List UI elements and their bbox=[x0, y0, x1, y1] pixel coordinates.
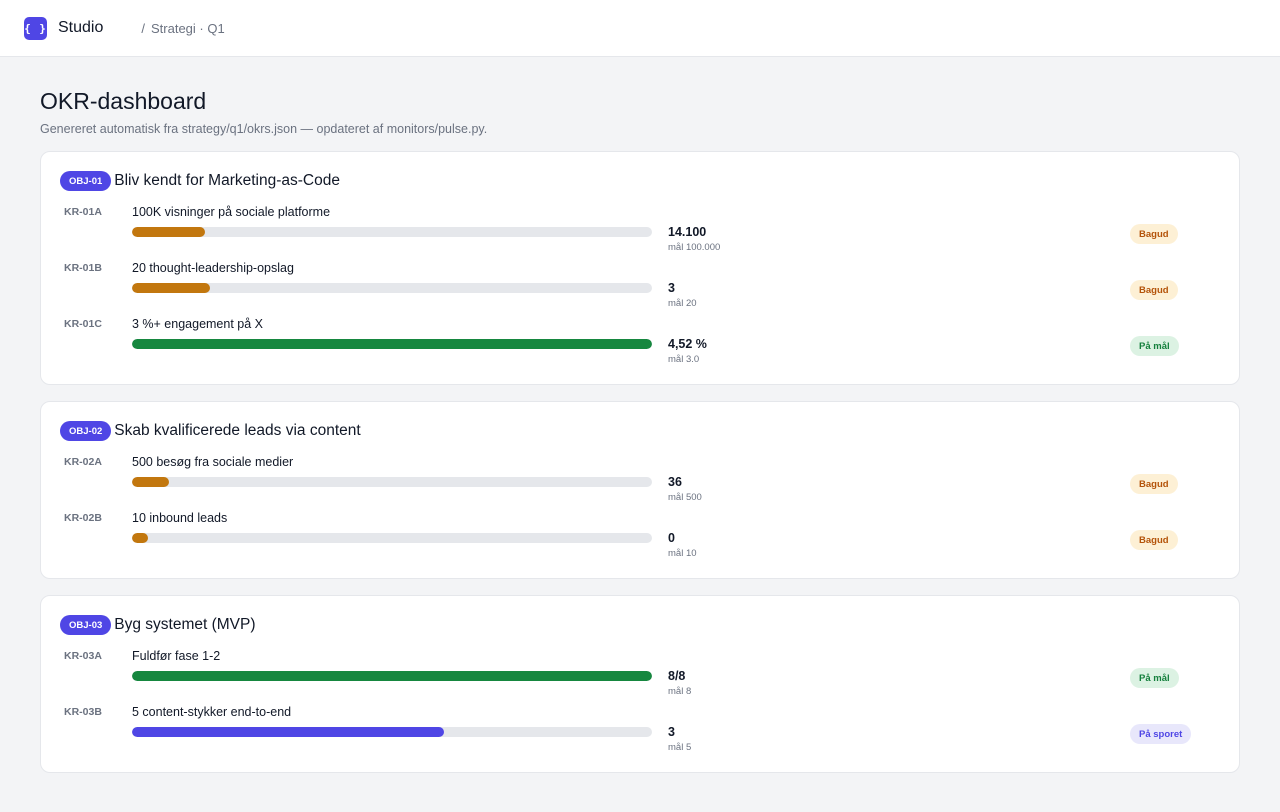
key-result-row: KR-01C 3 %+ engagement på X 4,52 % mål 3.0 P… bbox=[60, 316, 1220, 372]
objective-title: Bliv kendt for Marketing-as-Code bbox=[114, 172, 340, 189]
key-result-id: KR-03B bbox=[64, 706, 102, 718]
key-result-row: KR-03B 5 content-stykker end-to-end 3 mål 5… bbox=[60, 704, 1220, 760]
key-result-target: mål 20 bbox=[668, 298, 697, 309]
top-bar: { } Studio / Strategi · Q1 bbox=[0, 0, 1280, 57]
studio-logo-icon[interactable]: { } bbox=[24, 16, 47, 40]
objective-header: OBJ-03 Byg systemet (MVP) bbox=[60, 614, 1220, 636]
status-badge: På sporet bbox=[1130, 724, 1192, 744]
progress-track bbox=[132, 283, 652, 293]
key-result-value: 14.100 bbox=[668, 225, 707, 239]
key-result-label: 20 thought-leadership-opslag bbox=[132, 261, 294, 275]
progress-fill bbox=[132, 283, 210, 293]
key-results-list: KR-02A 500 besøg fra sociale medier 36 mål … bbox=[60, 454, 1220, 566]
app-name[interactable]: Studio bbox=[58, 19, 104, 36]
progress-track bbox=[132, 227, 652, 237]
page-subtitle: Genereret automatisk fra strategy/q1/okr… bbox=[40, 122, 488, 136]
objective-badge: OBJ-03 bbox=[60, 615, 112, 635]
objective-card: OBJ-03 Byg systemet (MVP) KR-03A Fuldfør fa… bbox=[40, 595, 1240, 773]
key-result-label: 100K visninger på sociale platforme bbox=[132, 205, 331, 219]
progress-track bbox=[132, 477, 652, 487]
key-result-target: mål 3.0 bbox=[668, 354, 700, 365]
progress-fill bbox=[132, 727, 444, 737]
objective-card: OBJ-02 Skab kvalificerede leads via conte… bbox=[40, 401, 1240, 579]
key-result-id: KR-02B bbox=[64, 512, 102, 524]
key-result-row: KR-03A Fuldfør fase 1-2 8/8 mål 8 På mål bbox=[60, 648, 1220, 704]
key-result-value: 3 bbox=[668, 725, 675, 739]
key-result-label: 500 besøg fra sociale medier bbox=[132, 455, 294, 469]
progress-track bbox=[132, 533, 652, 543]
objective-header: OBJ-02 Skab kvalificerede leads via conte… bbox=[60, 420, 1220, 442]
key-result-value: 3 bbox=[668, 281, 675, 295]
key-results-list: KR-03A Fuldfør fase 1-2 8/8 mål 8 På mål KR-0… bbox=[60, 648, 1220, 760]
objective-badge: OBJ-01 bbox=[60, 171, 112, 191]
key-result-label: 10 inbound leads bbox=[132, 511, 228, 525]
key-result-id: KR-03A bbox=[64, 650, 102, 662]
key-result-target: mål 100.000 bbox=[668, 242, 721, 253]
objective-badge: OBJ-02 bbox=[60, 421, 112, 441]
key-result-value: 8/8 bbox=[668, 669, 686, 683]
objectives-list: OBJ-01 Bliv kendt for Marketing-as-Code KR… bbox=[40, 151, 1240, 773]
status-badge: På mål bbox=[1130, 336, 1179, 356]
key-result-id: KR-01C bbox=[64, 318, 102, 330]
objective-title: Skab kvalificerede leads via content bbox=[114, 422, 361, 439]
progress-fill bbox=[132, 339, 652, 349]
progress-fill bbox=[132, 227, 206, 237]
progress-fill bbox=[132, 671, 652, 681]
key-result-row: KR-01B 20 thought-leadership-opslag 3 mål 2… bbox=[60, 260, 1220, 316]
objective-header: OBJ-01 Bliv kendt for Marketing-as-Code bbox=[60, 170, 1220, 192]
status-badge: Bagud bbox=[1130, 224, 1178, 244]
key-result-value: 4,52 % bbox=[668, 337, 707, 351]
key-result-row: KR-01A 100K visninger på sociale platform… bbox=[60, 204, 1220, 260]
key-result-target: mål 5 bbox=[668, 742, 692, 753]
key-result-label: 3 %+ engagement på X bbox=[132, 317, 263, 331]
key-result-id: KR-01B bbox=[64, 262, 102, 274]
key-result-value: 0 bbox=[668, 531, 675, 545]
main-content: OKR-dashboard Genereret automatisk fra s… bbox=[0, 57, 1280, 773]
key-result-label: Fuldfør fase 1-2 bbox=[132, 649, 221, 663]
key-result-target: mål 10 bbox=[668, 548, 697, 559]
key-result-value: 36 bbox=[668, 475, 682, 489]
progress-track bbox=[132, 727, 652, 737]
objective-card: OBJ-01 Bliv kendt for Marketing-as-Code KR… bbox=[40, 151, 1240, 385]
status-badge: På mål bbox=[1130, 668, 1179, 688]
key-result-target: mål 8 bbox=[668, 686, 692, 697]
progress-fill bbox=[132, 533, 148, 543]
breadcrumb-separator: / bbox=[141, 20, 145, 36]
status-badge: Bagud bbox=[1130, 474, 1178, 494]
progress-track bbox=[132, 671, 652, 681]
progress-track bbox=[132, 339, 652, 349]
key-result-id: KR-01A bbox=[64, 206, 102, 218]
progress-fill bbox=[132, 477, 170, 487]
key-result-id: KR-02A bbox=[64, 456, 102, 468]
page-title: OKR-dashboard bbox=[40, 88, 207, 114]
key-result-row: KR-02B 10 inbound leads 0 mål 10 Bagud bbox=[60, 510, 1220, 566]
key-results-list: KR-01A 100K visninger på sociale platform… bbox=[60, 204, 1220, 372]
status-badge: Bagud bbox=[1130, 530, 1178, 550]
status-badge: Bagud bbox=[1130, 280, 1178, 300]
key-result-label: 5 content-stykker end-to-end bbox=[132, 705, 292, 719]
breadcrumb: / Strategi · Q1 bbox=[141, 21, 224, 36]
key-result-target: mål 500 bbox=[668, 492, 702, 503]
key-result-row: KR-02A 500 besøg fra sociale medier 36 mål … bbox=[60, 454, 1220, 510]
objective-title: Byg systemet (MVP) bbox=[114, 616, 256, 633]
breadcrumb-item[interactable]: Strategi · Q1 bbox=[151, 20, 225, 36]
